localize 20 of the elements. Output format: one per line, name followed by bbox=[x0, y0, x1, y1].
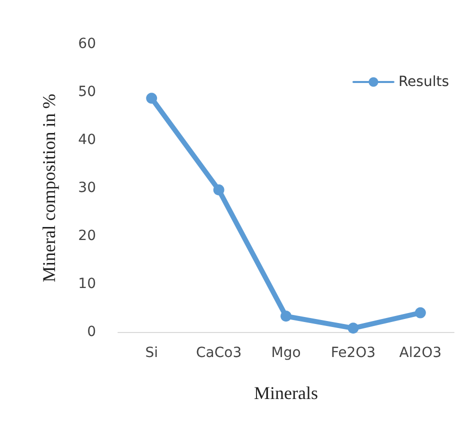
point bbox=[213, 184, 224, 196]
y-tick-label: 10 bbox=[78, 276, 96, 292]
y-axis-title: Mineral composition in % bbox=[39, 94, 59, 282]
legend-label: Results bbox=[398, 74, 450, 90]
y-tick-label: 30 bbox=[78, 180, 96, 196]
x-axis-title: Minerals bbox=[254, 383, 318, 403]
y-tick-label: 50 bbox=[78, 84, 96, 100]
y-tick-label: 40 bbox=[78, 132, 96, 148]
y-tick-label: 20 bbox=[78, 228, 96, 244]
y-tick-label: 0 bbox=[87, 324, 96, 340]
y-tick-label: 60 bbox=[78, 36, 96, 52]
point bbox=[348, 322, 359, 334]
x-tick-label: Al2O3 bbox=[399, 345, 442, 361]
point bbox=[280, 310, 292, 322]
x-tick-label: Fe2O3 bbox=[330, 345, 376, 361]
x-tick-label: Mgo bbox=[271, 345, 301, 361]
point bbox=[146, 92, 158, 104]
point bbox=[414, 307, 426, 318]
x-tick-label: Si bbox=[145, 345, 158, 361]
x-tick-label: CaCo3 bbox=[196, 345, 242, 361]
